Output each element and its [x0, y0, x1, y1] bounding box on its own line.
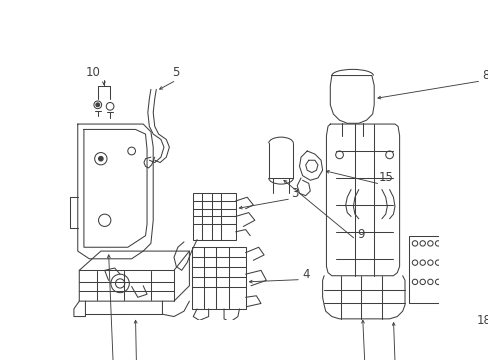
Text: 10: 10	[85, 66, 101, 79]
Bar	[408, 236, 440, 303]
Text: 15: 15	[378, 171, 392, 184]
Bar	[193, 193, 235, 239]
Text: 3: 3	[291, 187, 298, 200]
Text: 18: 18	[476, 314, 488, 327]
Text: 9: 9	[357, 228, 364, 240]
Circle shape	[96, 103, 100, 107]
Text: 8: 8	[481, 69, 488, 82]
Bar	[191, 247, 245, 309]
Text: 5: 5	[172, 66, 180, 79]
Text: 4: 4	[301, 268, 309, 281]
Circle shape	[99, 156, 103, 161]
